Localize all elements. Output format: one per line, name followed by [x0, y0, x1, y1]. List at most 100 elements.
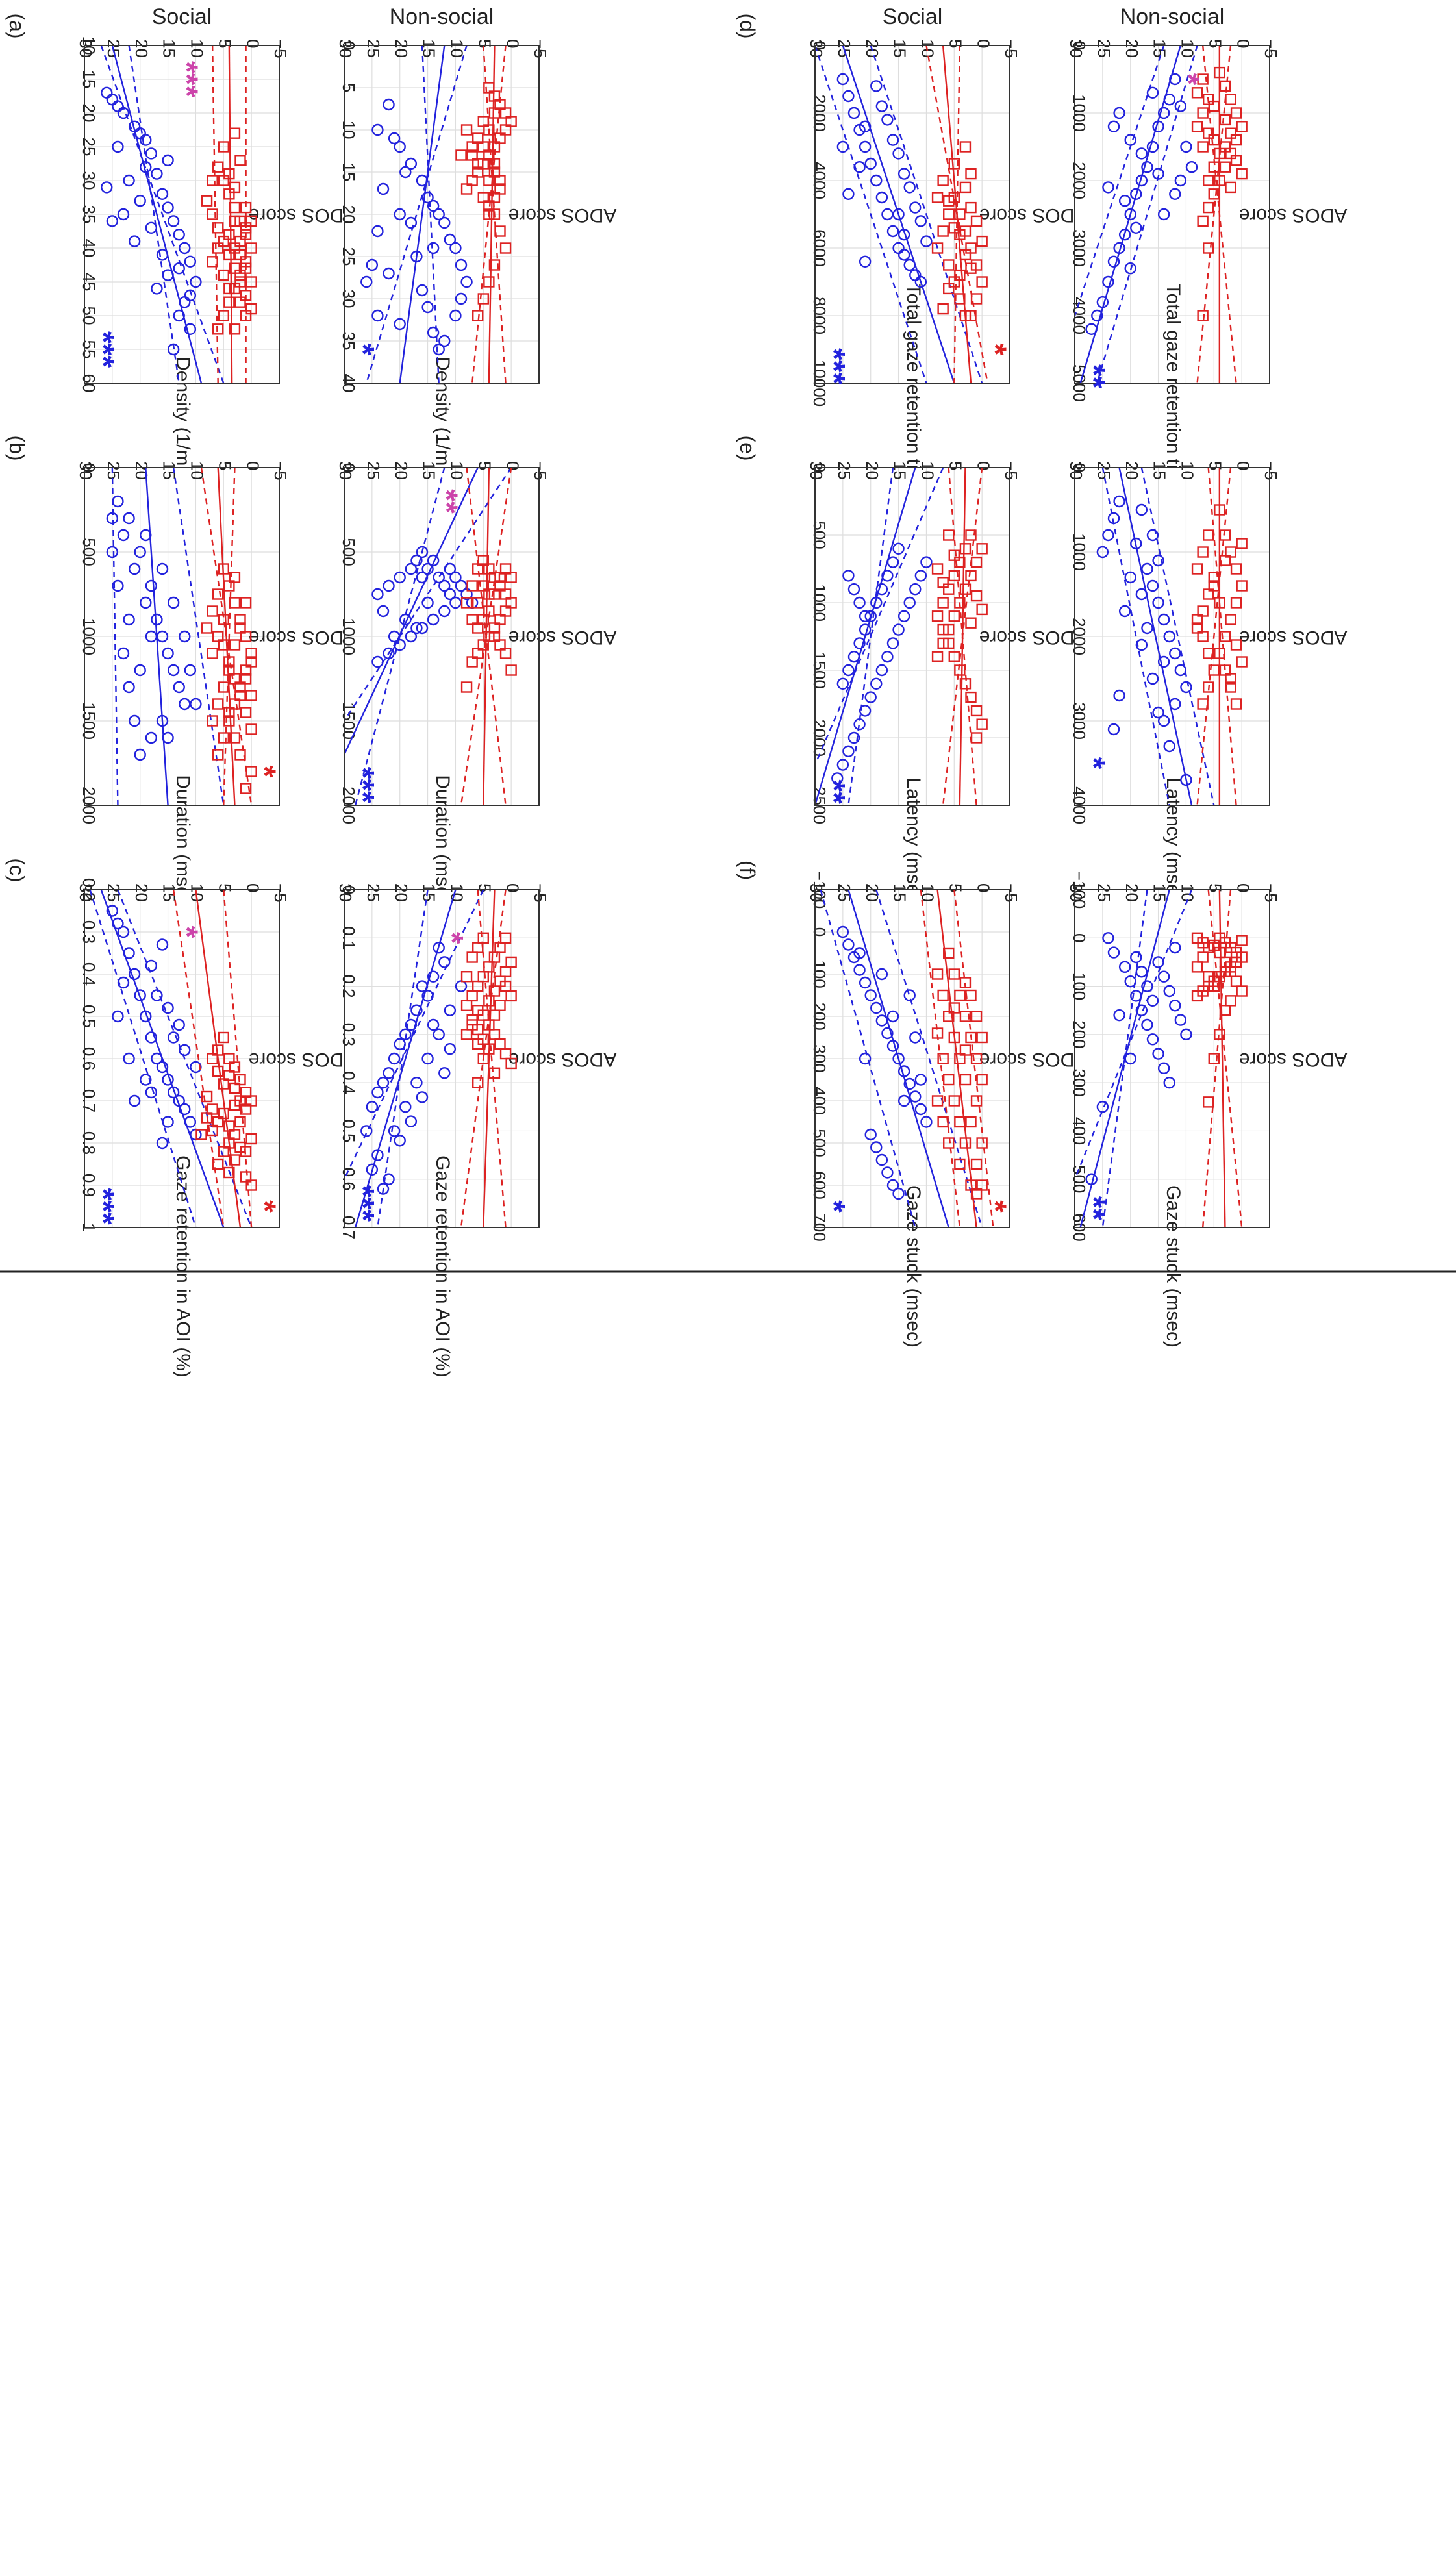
group1-point — [162, 647, 174, 660]
group2-point — [477, 1053, 489, 1064]
tick-label: 50 — [79, 307, 99, 325]
tick-label: 10 — [339, 121, 358, 140]
group1-point — [366, 1101, 379, 1113]
group2-fit-line — [228, 45, 233, 383]
group2-point — [494, 225, 506, 237]
group1-point — [134, 546, 146, 559]
tick-label: 0.4 — [339, 1071, 358, 1094]
plot-frame — [84, 889, 280, 1228]
group2-point — [223, 168, 235, 180]
group2-point — [1236, 168, 1248, 180]
group1-point — [870, 174, 883, 187]
group1-point — [1169, 188, 1181, 200]
group1-point — [903, 989, 916, 1001]
group1-point — [184, 255, 197, 268]
group1-point — [140, 1010, 152, 1023]
tick-label: 20 — [339, 205, 358, 224]
group1-point — [388, 132, 401, 145]
group1-point — [903, 258, 916, 271]
tick-label: 20 — [1122, 461, 1142, 480]
group1-point — [1169, 698, 1181, 711]
group1-point — [914, 1103, 927, 1116]
tick-label: 15 — [160, 461, 179, 480]
group2-point — [234, 690, 246, 701]
group2-point — [976, 543, 988, 555]
group1-point — [836, 140, 849, 153]
significance-marker: * — [978, 344, 1012, 356]
group2-point — [948, 570, 960, 582]
group1-point — [1152, 1048, 1164, 1060]
tick-label: −5 — [531, 883, 550, 903]
group2-point — [229, 181, 241, 194]
group2-point — [207, 648, 218, 659]
group1-point — [853, 964, 866, 976]
group2-point — [1197, 107, 1209, 119]
group1-point — [903, 181, 916, 194]
group2-point — [223, 715, 235, 727]
group2-point — [937, 303, 949, 315]
tick-label: 0.7 — [79, 1089, 99, 1113]
tick-label: 0 — [973, 883, 993, 892]
group1-point — [156, 1061, 169, 1074]
group2-point — [931, 968, 944, 980]
group1-point — [399, 613, 412, 626]
group2-point — [1219, 555, 1231, 566]
group1-point — [156, 188, 169, 200]
group1-point — [173, 309, 185, 322]
group1-point — [162, 201, 174, 214]
significance-marker: ** — [1076, 1196, 1111, 1221]
tick-label: 25 — [364, 461, 383, 480]
group1-point — [1124, 262, 1136, 275]
group1-point — [1118, 605, 1131, 618]
group1-point — [881, 570, 894, 582]
group1-point — [1146, 1033, 1159, 1046]
group1-point — [1152, 168, 1164, 180]
tick-label: 0 — [503, 461, 522, 470]
group2-point — [212, 749, 224, 761]
tick-label: 300 — [1070, 1068, 1089, 1096]
group1-point — [836, 73, 849, 86]
group1-point — [123, 947, 135, 959]
significance-marker: * — [169, 926, 204, 938]
group1-point — [383, 98, 395, 111]
group1-point — [371, 1149, 384, 1161]
group2-point — [212, 1044, 224, 1056]
group1-point — [881, 651, 894, 663]
group2-point — [954, 664, 966, 676]
group1-point — [914, 570, 927, 582]
group1-point — [892, 542, 905, 555]
tick-label: 0 — [243, 883, 262, 892]
group1-point — [151, 283, 163, 295]
group1-point — [920, 1116, 933, 1128]
group1-point — [416, 980, 429, 992]
tick-label: 0 — [1233, 461, 1253, 470]
group2-point — [1203, 201, 1214, 214]
group2-point — [1219, 1005, 1231, 1016]
y-axis-label: ADOS score — [1239, 205, 1348, 226]
panel-label: (d) — [736, 13, 759, 38]
tick-label: 25 — [364, 39, 383, 58]
group2-point — [201, 622, 213, 634]
group1-point — [162, 1074, 174, 1086]
group1-point — [117, 647, 130, 660]
group2-point — [218, 1031, 229, 1044]
group2-point — [954, 1116, 966, 1128]
significance-marker: ** — [429, 489, 464, 514]
x-axis-label: Gaze stuck (msec) — [1162, 1185, 1184, 1348]
tick-label: 5 — [339, 83, 358, 92]
group1-point — [106, 512, 119, 525]
group1-point — [1118, 229, 1131, 241]
group1-point — [117, 976, 130, 989]
group2-point — [218, 681, 229, 693]
group2-point — [1208, 1053, 1220, 1064]
group1-point — [427, 199, 440, 212]
tick-label: 25 — [339, 247, 358, 266]
tick-label: 5 — [946, 39, 965, 48]
group1-point — [405, 630, 418, 643]
group1-point — [1135, 1004, 1148, 1016]
group1-ci-line — [1096, 45, 1198, 383]
group2-point — [965, 989, 977, 1001]
group1-fit-line — [344, 468, 479, 755]
group1-point — [371, 655, 384, 668]
tick-label: 5 — [946, 883, 965, 892]
